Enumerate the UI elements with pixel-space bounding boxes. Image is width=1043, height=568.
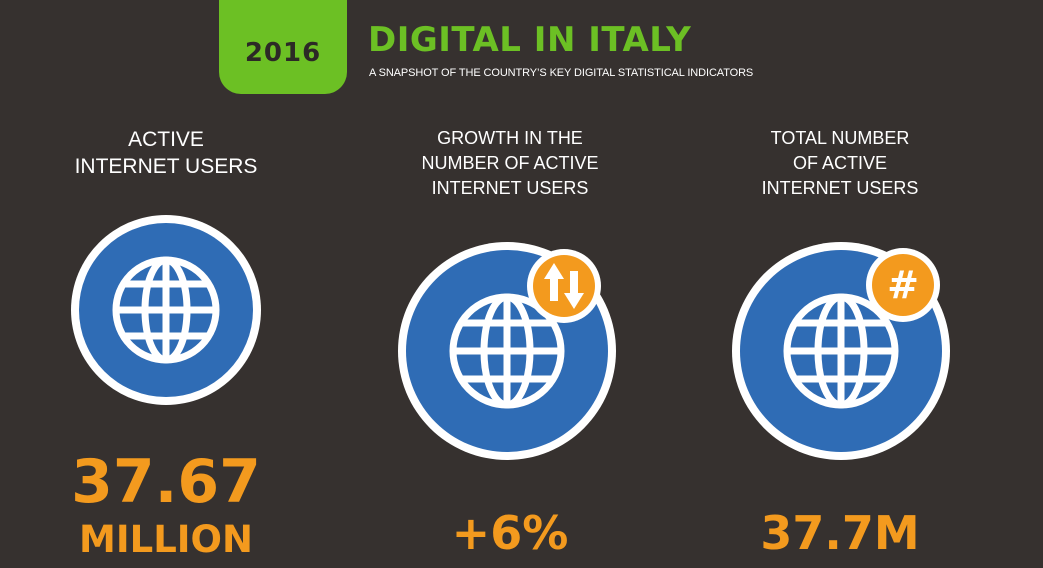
year-tab: 2016 xyxy=(219,0,347,94)
stat-value: +6% xyxy=(451,506,569,560)
stat-column-total: TOTAL NUMBER OF ACTIVE INTERNET USERS # … xyxy=(680,0,1000,568)
stat-value: 37.7M xyxy=(760,506,920,560)
stat-value-unit: MILLION xyxy=(79,518,253,561)
growth-badge xyxy=(527,249,601,323)
year-label: 2016 xyxy=(244,38,322,68)
up-down-arrows-icon xyxy=(544,263,584,309)
total-badge: # xyxy=(866,248,940,322)
hash-icon: # xyxy=(887,263,919,307)
stat-column-growth: GROWTH IN THE NUMBER OF ACTIVE INTERNET … xyxy=(350,0,670,568)
stat-label: GROWTH IN THE NUMBER OF ACTIVE INTERNET … xyxy=(421,128,599,198)
globe-icon xyxy=(71,215,261,405)
stat-label: ACTIVE INTERNET USERS xyxy=(74,128,258,178)
stat-label: TOTAL NUMBER OF ACTIVE INTERNET USERS xyxy=(761,128,919,198)
stat-value: 37.67 xyxy=(71,447,261,517)
page-subtitle: A SNAPSHOT OF THE COUNTRY’S KEY DIGITAL … xyxy=(369,67,754,79)
stat-column-active-users: ACTIVE INTERNET USERS 37.67 MILLION xyxy=(6,0,326,568)
page-title: DIGITAL IN ITALY xyxy=(368,20,692,60)
